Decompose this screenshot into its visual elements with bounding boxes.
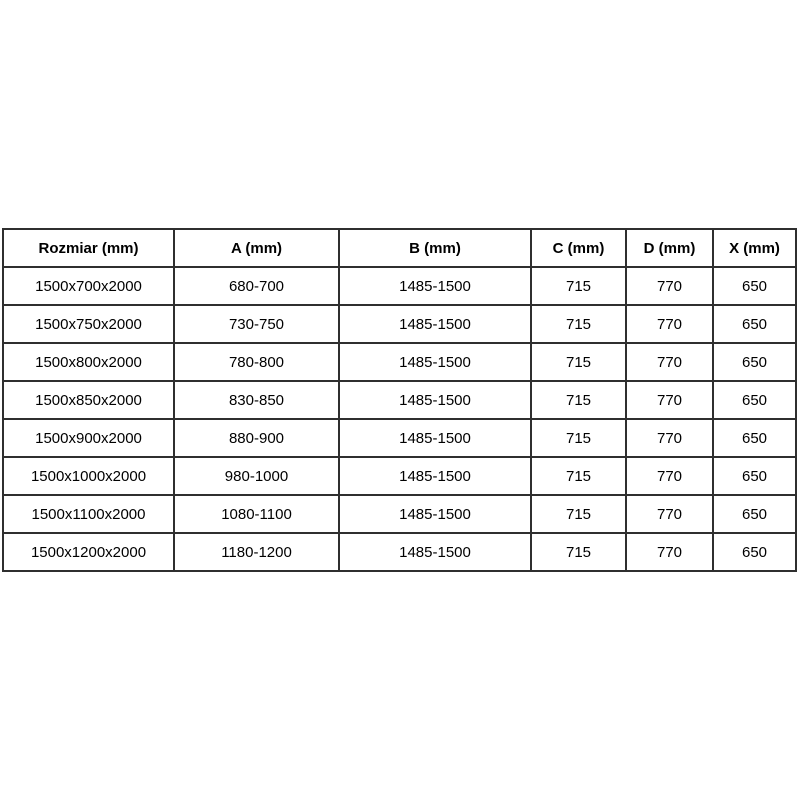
table-row: 1500x1200x2000 1180-1200 1485-1500 715 770 65… [2, 532, 797, 572]
table-cell: 715 [530, 532, 627, 572]
table-cell: 880-900 [173, 418, 340, 458]
table-body: 1500x700x2000 680-700 1485-1500 715 770 650 15… [2, 266, 797, 572]
column-header-b: B (mm) [338, 228, 532, 268]
table-cell: 650 [712, 532, 797, 572]
table-cell: 715 [530, 494, 627, 534]
table-cell: 1500x850x2000 [2, 380, 175, 420]
table-header: Rozmiar (mm) A (mm) B (mm) C (mm) D (mm)… [2, 228, 797, 268]
table-cell: 1485-1500 [338, 494, 532, 534]
table-row: 1500x900x2000 880-900 1485-1500 715 770 650 [2, 418, 797, 458]
table-cell: 1500x1200x2000 [2, 532, 175, 572]
table-cell: 770 [625, 456, 714, 496]
table-cell: 1485-1500 [338, 342, 532, 382]
table-row: 1500x1100x2000 1080-1100 1485-1500 715 770 65… [2, 494, 797, 534]
table-cell: 715 [530, 418, 627, 458]
table-cell: 770 [625, 494, 714, 534]
table-cell: 715 [530, 342, 627, 382]
table-cell: 1500x750x2000 [2, 304, 175, 344]
table-row: 1500x750x2000 730-750 1485-1500 715 770 650 [2, 304, 797, 344]
table-cell: 730-750 [173, 304, 340, 344]
table-cell: 715 [530, 456, 627, 496]
table-cell: 1500x800x2000 [2, 342, 175, 382]
table-cell: 650 [712, 418, 797, 458]
table-cell: 1485-1500 [338, 456, 532, 496]
table-cell: 650 [712, 456, 797, 496]
table-cell: 1500x1100x2000 [2, 494, 175, 534]
table-cell: 830-850 [173, 380, 340, 420]
table-cell: 1485-1500 [338, 380, 532, 420]
table-row: 1500x1000x2000 980-1000 1485-1500 715 770 650 [2, 456, 797, 496]
table-cell: 1500x700x2000 [2, 266, 175, 306]
size-spec-table: Rozmiar (mm) A (mm) B (mm) C (mm) D (mm)… [2, 228, 797, 572]
table-cell: 1485-1500 [338, 532, 532, 572]
table-cell: 715 [530, 304, 627, 344]
table-cell: 650 [712, 342, 797, 382]
table-row: 1500x850x2000 830-850 1485-1500 715 770 650 [2, 380, 797, 420]
table-cell: 650 [712, 494, 797, 534]
table-cell: 770 [625, 380, 714, 420]
table-cell: 1485-1500 [338, 418, 532, 458]
header-row: Rozmiar (mm) A (mm) B (mm) C (mm) D (mm)… [2, 228, 797, 268]
table-row: 1500x800x2000 780-800 1485-1500 715 770 650 [2, 342, 797, 382]
table-row: 1500x700x2000 680-700 1485-1500 715 770 650 [2, 266, 797, 306]
table-cell: 770 [625, 532, 714, 572]
table-cell: 1500x900x2000 [2, 418, 175, 458]
column-header-x: X (mm) [712, 228, 797, 268]
table-cell: 780-800 [173, 342, 340, 382]
column-header-rozmiar: Rozmiar (mm) [2, 228, 175, 268]
table-cell: 1080-1100 [173, 494, 340, 534]
column-header-d: D (mm) [625, 228, 714, 268]
table-cell: 770 [625, 266, 714, 306]
table-cell: 650 [712, 380, 797, 420]
column-header-c: C (mm) [530, 228, 627, 268]
table-cell: 715 [530, 266, 627, 306]
table-cell: 715 [530, 380, 627, 420]
table-cell: 980-1000 [173, 456, 340, 496]
table-cell: 680-700 [173, 266, 340, 306]
column-header-a: A (mm) [173, 228, 340, 268]
table-cell: 1485-1500 [338, 304, 532, 344]
table-cell: 1500x1000x2000 [2, 456, 175, 496]
table-cell: 770 [625, 342, 714, 382]
table-cell: 650 [712, 266, 797, 306]
table-cell: 1485-1500 [338, 266, 532, 306]
table-cell: 770 [625, 304, 714, 344]
table-cell: 650 [712, 304, 797, 344]
table-cell: 770 [625, 418, 714, 458]
table-cell: 1180-1200 [173, 532, 340, 572]
